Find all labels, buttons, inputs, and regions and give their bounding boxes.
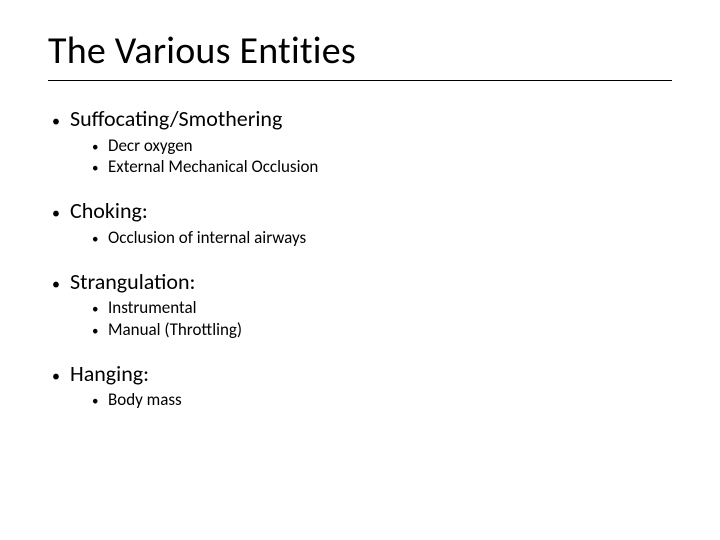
bullet-icon: • [52,275,70,295]
slide: The Various Entities • Suffocating/Smoth… [0,0,720,540]
list-item: • Suffocating/Smothering [52,105,672,133]
sublist: • Occlusion of internal airways [48,227,672,248]
sublist: • Decr oxygen • External Mechanical Occl… [48,135,672,178]
bullet-icon: • [52,367,70,387]
list-item: • Instrumental [92,297,672,318]
sub-item-text: External Mechanical Occlusion [108,156,318,177]
section: • Strangulation: • Instrumental • Manual… [48,268,672,340]
list-item: • External Mechanical Occlusion [92,156,672,177]
sub-item-text: Manual (Throttling) [108,319,242,340]
section-heading: Hanging: [70,360,149,388]
section: • Hanging: • Body mass [48,360,672,411]
sub-item-text: Body mass [108,389,182,410]
list-item: • Decr oxygen [92,135,672,156]
bullet-icon: • [92,324,108,340]
sublist: • Instrumental • Manual (Throttling) [48,297,672,340]
bullet-icon: • [92,161,108,177]
sub-item-text: Occlusion of internal airways [108,227,306,248]
list-item: • Body mass [92,389,672,410]
list-item: • Hanging: [52,360,672,388]
bullet-icon: • [92,140,108,156]
bullet-icon: • [92,302,108,318]
title-rule [48,80,672,81]
slide-title: The Various Entities [48,28,672,74]
bullet-icon: • [92,232,108,248]
list-item: • Manual (Throttling) [92,319,672,340]
sub-item-text: Instrumental [108,297,197,318]
section: • Choking: • Occlusion of internal airwa… [48,197,672,248]
section-heading: Choking: [70,197,148,225]
sub-item-text: Decr oxygen [108,135,193,156]
sublist: • Body mass [48,389,672,410]
bullet-icon: • [52,204,70,224]
list-item: • Choking: [52,197,672,225]
bullet-icon: • [92,394,108,410]
section-heading: Strangulation: [70,268,195,296]
list-item: • Strangulation: [52,268,672,296]
bullet-icon: • [52,112,70,132]
section: • Suffocating/Smothering • Decr oxygen •… [48,105,672,177]
section-heading: Suffocating/Smothering [70,105,282,133]
list-item: • Occlusion of internal airways [92,227,672,248]
